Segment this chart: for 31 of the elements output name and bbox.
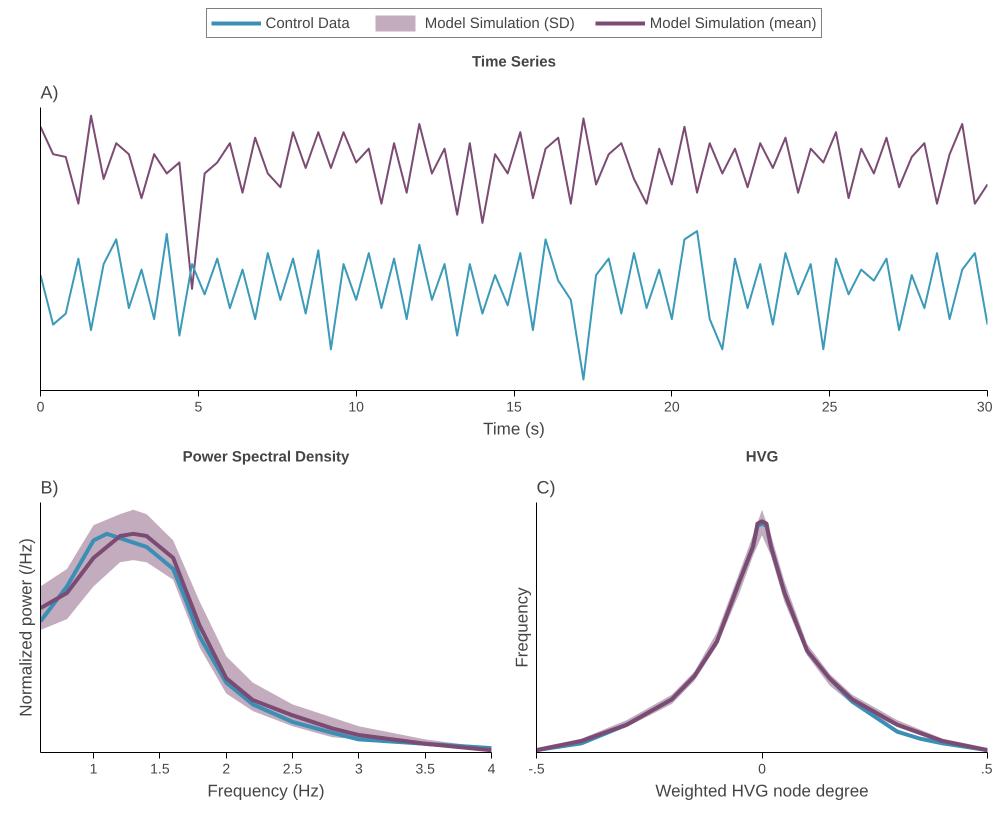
x-tick-label: .5 — [980, 760, 992, 776]
x-tick-label: 30 — [976, 398, 992, 414]
x-tick-label: 2.5 — [282, 760, 302, 776]
legend-label: Model Simulation (mean) — [650, 14, 817, 32]
x-tick-label: 1 — [90, 760, 98, 776]
chart-title: Time Series — [472, 54, 556, 70]
x-tick-label: 2 — [222, 760, 230, 776]
text: A) — [40, 82, 58, 102]
x-axis-title: Weighted HVG node degree — [655, 782, 869, 800]
x-tick-label: 0 — [36, 398, 45, 414]
legend-label: Model Simulation (SD) — [424, 14, 575, 32]
x-tick-label: -.5 — [528, 760, 545, 776]
x-tick-label: 25 — [822, 398, 838, 414]
x-tick-label: 3.5 — [415, 760, 436, 776]
text: C) — [536, 478, 556, 498]
x-axis-title: Time (s) — [483, 420, 545, 438]
x-tick-label: 5 — [194, 398, 202, 414]
x-axis-title: Frequency (Hz) — [207, 782, 325, 800]
x-tick-label: 20 — [664, 398, 680, 414]
chart-title: Power Spectral Density — [182, 448, 350, 466]
y-axis-title: Normalized power (/Hz) — [16, 538, 36, 717]
x-tick-label: 3 — [354, 760, 363, 776]
legend-label: Control Data — [265, 14, 350, 32]
x-tick-label: 10 — [348, 398, 364, 414]
x-tick-label: 0 — [758, 760, 766, 776]
y-axis-title: Frequency — [512, 586, 532, 668]
x-tick-label: 1.5 — [150, 760, 170, 776]
chart-title: HVG — [746, 448, 778, 466]
x-tick-label: 4 — [488, 760, 496, 776]
x-tick-label: 15 — [506, 398, 522, 414]
text: B) — [40, 478, 58, 498]
